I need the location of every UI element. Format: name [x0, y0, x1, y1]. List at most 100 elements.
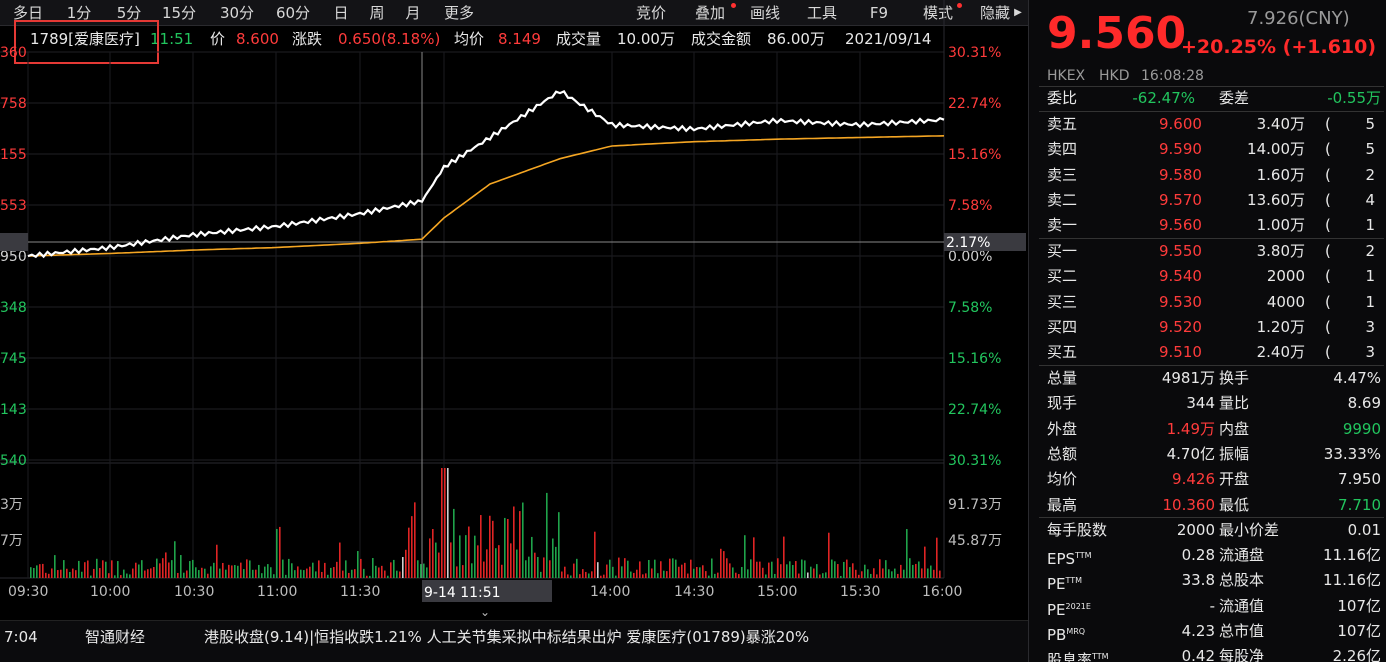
- period-tab-2[interactable]: 5分: [116, 4, 142, 22]
- volume-bar: [159, 563, 161, 578]
- toolbar-item-3[interactable]: 工具: [806, 4, 837, 22]
- volume-bar: [597, 562, 599, 578]
- volume-bar: [321, 571, 323, 578]
- volume-bar: [273, 574, 275, 578]
- amount-label: 成交金额: [691, 30, 752, 48]
- volume-bar: [42, 563, 44, 578]
- news-ticker[interactable]: 7:04 智通财经 港股收盘(9.14)|恒指收跌1.21% 人工关节集采拟中标…: [0, 620, 1028, 662]
- period-tab-4[interactable]: 30分: [219, 4, 255, 22]
- period-tab-5[interactable]: 60分: [275, 4, 311, 22]
- volume-bar: [816, 564, 818, 578]
- news-headline[interactable]: 港股收盘(9.14)|恒指收跌1.21% 人工关节集采拟中标结果出炉 爱康医疗(…: [204, 628, 810, 646]
- volume-bar: [186, 570, 188, 578]
- volume-bar: [150, 568, 152, 578]
- chart-grid: [0, 0, 1026, 579]
- news-source: 智通财经: [85, 628, 146, 646]
- period-tab-9[interactable]: 更多: [443, 4, 474, 22]
- stat-value: 1.49万: [1166, 419, 1215, 438]
- volume-bar: [357, 551, 359, 578]
- volume-bar: [732, 567, 734, 578]
- volume-bar: [570, 575, 572, 578]
- period-tab-0[interactable]: 多日: [12, 4, 43, 22]
- volume-bars: [30, 468, 941, 578]
- toolbar-item-5[interactable]: 模式: [922, 4, 953, 22]
- volume-bar: [348, 572, 350, 578]
- bid-row: 买三 9.530 4000 (1: [1029, 290, 1386, 315]
- stat-label: PE2021E: [1047, 600, 1091, 619]
- volume-bar: [891, 571, 893, 578]
- toolbar-item-0[interactable]: 竞价: [635, 4, 666, 22]
- price-line: [27, 90, 945, 259]
- volume-bar: [282, 559, 284, 578]
- volume-bar: [114, 575, 116, 578]
- volume-bar: [351, 569, 353, 578]
- volume-bar: [441, 468, 443, 578]
- stat-value: 10.360: [1162, 495, 1216, 514]
- ask-count: 2: [1365, 165, 1375, 184]
- stock-name[interactable]: 1789[爱康医疗]: [30, 30, 140, 48]
- stat-value: 0.28: [1181, 546, 1215, 565]
- time-axis-label: 10:00: [90, 584, 130, 600]
- volume-bar: [792, 565, 794, 578]
- stat-label: 每股净: [1219, 647, 1265, 662]
- vol-left-label: 3万: [0, 497, 23, 513]
- volume-bar: [615, 575, 617, 578]
- volume-bar: [54, 555, 56, 578]
- period-tab-3[interactable]: 15分: [161, 4, 197, 22]
- volume-bar: [135, 562, 137, 578]
- volume-bar: [171, 560, 173, 578]
- expand-right-icon[interactable]: ▶: [1014, 7, 1022, 18]
- volume-bar: [516, 549, 518, 578]
- volume-bar: [714, 573, 716, 578]
- toolbar-item-6[interactable]: 隐藏: [979, 4, 1010, 22]
- bid-row: 买四 9.520 1.20万 (3: [1029, 315, 1386, 340]
- intraday-chart[interactable]: 360 758 155 553 950 348 745 143 540 30.31% 22.74% 1…: [0, 0, 1028, 620]
- price-value: 8.600: [236, 30, 279, 48]
- volume-bar: [495, 548, 497, 578]
- volume-bar: [303, 570, 305, 578]
- volume-bar: [645, 573, 647, 578]
- volume-bar: [390, 562, 392, 578]
- volume-bar: [36, 565, 38, 578]
- toolbar-item-2[interactable]: 画线: [749, 4, 780, 22]
- period-tab-8[interactable]: 月: [405, 4, 421, 22]
- stat-label: 现手: [1047, 394, 1078, 413]
- toolbar-item-4[interactable]: F9: [869, 4, 889, 22]
- volume-bar: [243, 569, 245, 578]
- volume-bar: [741, 567, 743, 578]
- volume-bar: [234, 565, 236, 578]
- bid-volume: 2.40万: [1256, 343, 1305, 362]
- volume-bar: [894, 568, 896, 578]
- volume-bar: [492, 520, 494, 578]
- volume-bar: [657, 573, 659, 578]
- period-tab-1[interactable]: 1分: [66, 4, 92, 22]
- volume-bar: [252, 569, 254, 578]
- volume-bar: [666, 571, 668, 578]
- stat-row: 外盘 1.49万 内盘 9990: [1029, 417, 1386, 442]
- stat-label: 每手股数: [1047, 520, 1108, 539]
- ask-paren: (: [1325, 115, 1331, 133]
- volume-bar: [396, 570, 398, 578]
- volume-bar: [927, 568, 929, 578]
- stat-row: 股息率TTM 0.42 每股净 2.26亿: [1029, 644, 1386, 662]
- period-tab-7[interactable]: 周: [369, 4, 385, 22]
- volume-bar: [606, 564, 608, 578]
- volume-bar: [300, 569, 302, 578]
- volume-bar: [546, 492, 548, 578]
- volume-bar: [753, 537, 755, 578]
- volume-bar: [621, 566, 623, 578]
- toolbar-item-1[interactable]: 叠加: [694, 4, 725, 22]
- volume-bar: [900, 564, 902, 578]
- volume-bar: [456, 566, 458, 578]
- volume-bar: [642, 574, 644, 578]
- period-tab-6[interactable]: 日: [333, 4, 349, 22]
- volume-bar: [93, 568, 95, 578]
- volume-bar: [504, 517, 506, 578]
- volume-bar: [822, 573, 824, 578]
- stat-value: 4.70亿: [1166, 444, 1215, 463]
- volume-bar: [429, 538, 431, 578]
- volume-bar: [375, 565, 377, 578]
- time-axis-label: 14:00: [590, 584, 630, 600]
- ask-price: 9.600: [1159, 115, 1202, 133]
- volume-bar: [486, 549, 488, 578]
